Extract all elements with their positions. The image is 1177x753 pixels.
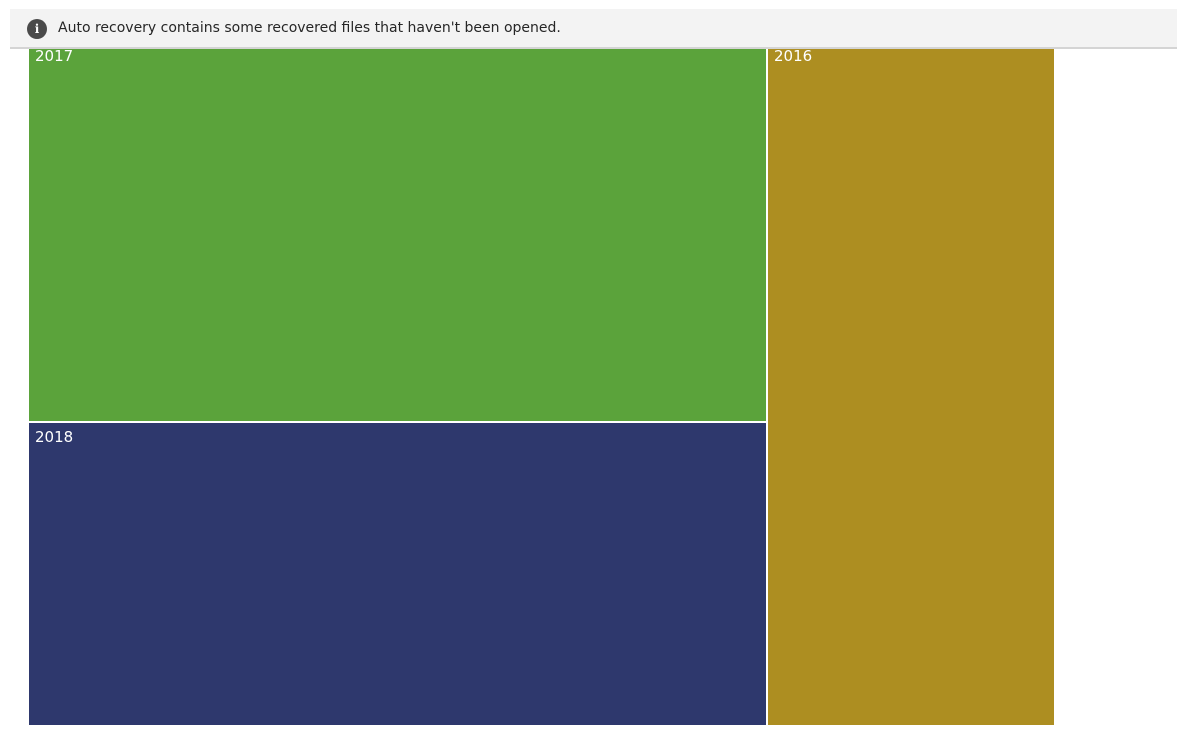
tile-label-2018: 2018 xyxy=(35,428,74,446)
tile-label-2016: 2016 xyxy=(774,47,813,65)
treemap-tile-2018[interactable]: 2018 xyxy=(29,423,766,725)
notification-message[interactable]: Auto recovery contains some recovered fi… xyxy=(58,20,561,36)
tile-label-2017: 2017 xyxy=(35,47,74,65)
treemap-tile-2017[interactable]: 2017 xyxy=(29,47,766,421)
tile-divider-horizontal xyxy=(29,421,766,423)
treemap-chart: 2017 2018 2016 xyxy=(29,47,1054,725)
info-icon: i xyxy=(27,19,47,39)
recovery-notification-bar[interactable]: i Auto recovery contains some recovered … xyxy=(10,9,1177,49)
tile-divider-vertical xyxy=(766,49,768,725)
treemap-tile-2016[interactable]: 2016 xyxy=(768,47,1054,725)
